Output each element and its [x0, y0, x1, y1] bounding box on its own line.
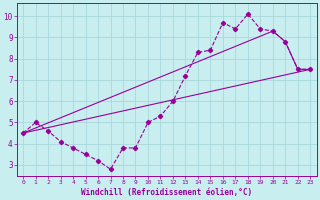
- X-axis label: Windchill (Refroidissement éolien,°C): Windchill (Refroidissement éolien,°C): [81, 188, 252, 197]
